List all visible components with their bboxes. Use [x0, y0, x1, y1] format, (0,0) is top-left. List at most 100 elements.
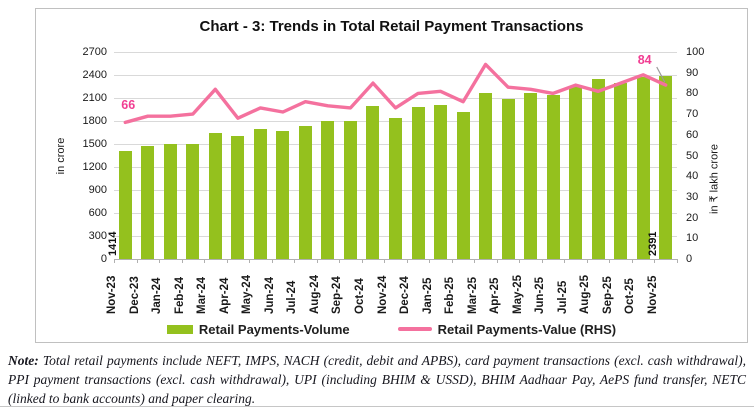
legend-label-value: Retail Payments-Value (RHS)	[437, 321, 617, 337]
bar-Apr-25	[501, 98, 515, 259]
gridline	[114, 52, 677, 53]
bar-May-24	[253, 129, 267, 259]
x-axis-label-Feb-24: Feb-24	[173, 276, 186, 314]
bar-Jun-25	[546, 94, 560, 259]
x-axis-tick	[294, 259, 296, 263]
bar-Nov-25	[659, 75, 673, 259]
bar-Dec-23	[141, 146, 155, 259]
left-axis-tick-label: 0	[100, 253, 107, 265]
x-axis-label-Nov-24: Nov-24	[376, 275, 389, 314]
legend: Retail Payments-Volume Retail Payments-V…	[36, 318, 747, 340]
x-axis-tick	[677, 259, 678, 263]
x-axis-tick	[226, 259, 228, 263]
x-axis-label-Jun-25: Jun-25	[534, 276, 547, 314]
x-axis-line	[114, 259, 677, 260]
x-axis-label-Sep-24: Sep-24	[331, 276, 344, 314]
value-line	[123, 62, 668, 125]
line-data-label-first: 66	[121, 98, 136, 113]
x-axis-label-Aug-25: Aug-25	[579, 275, 592, 314]
left-axis-tick-label: 2100	[82, 92, 107, 104]
bar-Aug-25	[591, 78, 605, 259]
bottom-divider	[0, 406, 754, 407]
x-axis-tick	[631, 259, 633, 263]
x-axis-tick	[564, 259, 566, 263]
line-data-label-last: 84	[637, 53, 652, 67]
bar-Sep-25	[614, 83, 628, 259]
left-axis-tick-label: 1800	[82, 115, 107, 127]
x-axis-label-Oct-24: Oct-24	[353, 278, 366, 314]
right-axis-tick-label: 60	[686, 128, 699, 141]
right-axis-tick-label: 50	[686, 149, 699, 162]
x-axis-label-Apr-24: Apr-24	[218, 277, 231, 314]
x-axis-label-Jun-24: Jun-24	[263, 276, 276, 314]
bar-Sep-24	[343, 121, 357, 259]
note-body: Total retail payments include NEFT, IMPS…	[8, 353, 746, 406]
x-axis-tick	[654, 259, 656, 263]
x-axis-label-Mar-25: Mar-25	[466, 276, 479, 314]
x-axis-tick	[451, 259, 453, 263]
x-axis-tick	[136, 259, 138, 263]
left-axis-tick-label: 2700	[82, 46, 107, 58]
x-axis-tick	[361, 259, 363, 263]
x-axis-tick	[406, 259, 408, 263]
x-axis-label-Feb-25: Feb-25	[444, 276, 457, 314]
bar-Mar-24	[208, 132, 222, 259]
bar-Feb-24	[186, 144, 200, 259]
legend-label-volume: Retail Payments-Volume	[198, 321, 350, 337]
x-axis-label-Jul-25: Jul-25	[556, 280, 569, 314]
x-axis-label-Sep-25: Sep-25	[601, 276, 614, 314]
footnote: Note: Total retail payments include NEFT…	[8, 351, 746, 408]
x-axis-tick	[609, 259, 611, 263]
bar-Aug-24	[321, 121, 335, 259]
gridline	[114, 75, 677, 76]
x-axis-label-Jan-24: Jan-24	[151, 277, 164, 314]
left-axis-tick-label: 600	[88, 207, 107, 219]
note-label: Note:	[8, 353, 39, 368]
x-axis-label-Dec-24: Dec-24	[399, 276, 412, 314]
x-axis-tick	[384, 259, 386, 263]
right-axis-tick-label: 80	[686, 87, 699, 100]
bar-Dec-24	[411, 107, 425, 259]
x-axis-tick	[586, 259, 588, 263]
bar-Oct-25	[636, 76, 650, 259]
x-axis-tick	[271, 259, 273, 263]
x-axis-label-Jul-24: Jul-24	[286, 280, 299, 314]
x-axis-tick	[474, 259, 476, 263]
left-axis-tick-label: 900	[88, 184, 107, 196]
bar-Jan-25	[434, 104, 448, 259]
left-axis-tick-label: 1500	[82, 138, 107, 150]
legend-item-value: Retail Payments-Value (RHS)	[397, 321, 617, 337]
bar-Jun-24	[276, 130, 290, 259]
plot-area: 1414 2391 66 84	[107, 52, 678, 263]
x-axis-label-Dec-23: Dec-23	[128, 276, 141, 314]
x-axis-tick	[496, 259, 498, 263]
x-axis-label-Mar-24: Mar-24	[196, 276, 209, 314]
gridline	[114, 98, 677, 99]
x-axis-tick	[519, 259, 521, 263]
bar-Oct-24	[366, 106, 380, 259]
line-series-swatch-icon	[397, 327, 432, 331]
bar-series-swatch-icon	[166, 324, 193, 334]
bar-May-25	[524, 93, 538, 259]
right-axis-tick-label: 0	[686, 253, 693, 265]
bar-Jul-25	[569, 87, 583, 259]
x-axis-tick	[181, 259, 183, 263]
bar-data-label-last: 2391	[647, 231, 660, 256]
x-axis-label-Apr-25: Apr-25	[489, 277, 502, 314]
x-axis-tick	[159, 259, 161, 263]
left-axis-tick-label: 1200	[82, 161, 107, 173]
x-axis-label-Jan-25: Jan-25	[421, 277, 434, 314]
right-axis-tick-label: 10	[686, 232, 699, 245]
bar-Nov-23	[118, 150, 132, 259]
label-leader-line	[656, 66, 666, 83]
x-axis-tick	[114, 259, 115, 263]
left-axis-tick-label: 300	[88, 230, 107, 242]
x-axis-tick	[204, 259, 206, 263]
x-axis-labels: Nov-23 Dec-23 Jan-24 Feb-24 Mar-24 Apr-24 May-…	[106, 262, 677, 314]
bar-Nov-24	[389, 117, 402, 259]
bar-Apr-24	[231, 136, 245, 259]
x-axis-tick	[249, 259, 251, 263]
chart-container: Chart - 3: Trends in Total Retail Paymen…	[35, 8, 748, 343]
x-axis-label-Nov-23: Nov-23	[106, 275, 119, 314]
